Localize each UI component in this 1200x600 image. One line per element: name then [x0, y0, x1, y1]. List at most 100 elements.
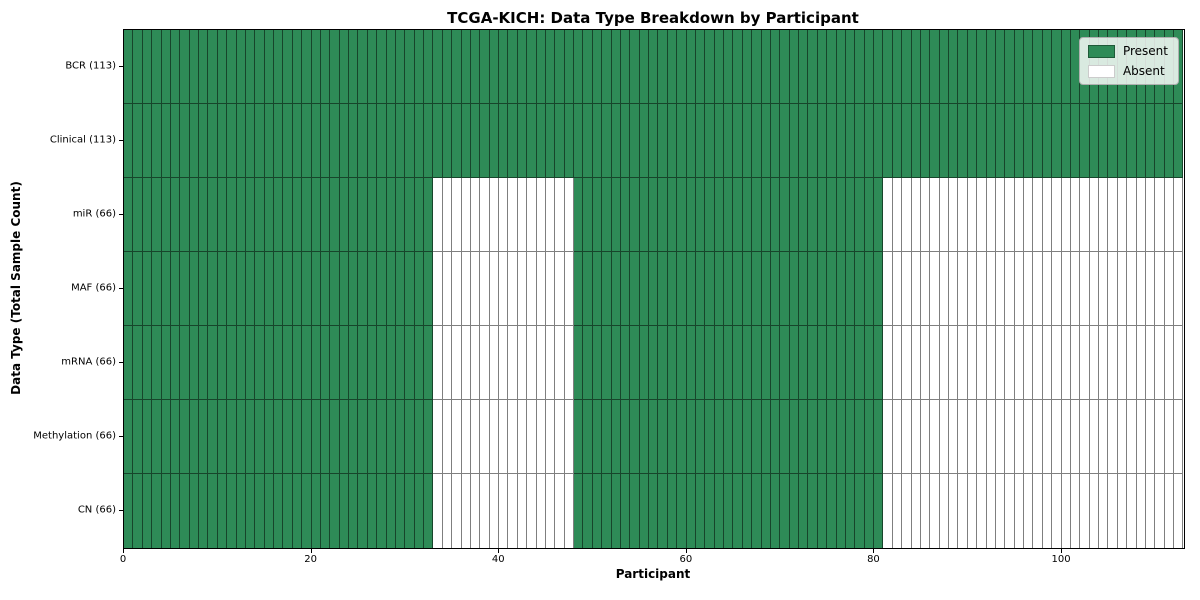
cell — [817, 252, 828, 326]
cell — [330, 326, 340, 400]
cell — [677, 474, 687, 548]
cell — [714, 400, 724, 474]
cell — [1052, 400, 1062, 474]
cell — [986, 400, 996, 474]
cell — [452, 474, 462, 548]
cell — [611, 178, 621, 252]
cell — [339, 30, 349, 104]
cell — [208, 474, 218, 548]
cell — [780, 474, 790, 548]
cell — [517, 178, 528, 252]
cell — [902, 178, 912, 252]
cell — [620, 252, 631, 326]
cell — [1099, 178, 1109, 252]
cell — [245, 474, 256, 548]
cell — [508, 474, 518, 548]
cell — [227, 252, 237, 326]
cell — [461, 400, 471, 474]
cell — [470, 474, 481, 548]
cell — [958, 104, 968, 178]
cell — [433, 30, 443, 104]
xtick-mark — [498, 549, 499, 553]
cell — [461, 474, 471, 548]
ytick-mark — [119, 214, 123, 215]
cell — [611, 252, 621, 326]
cell — [911, 104, 921, 178]
cell — [311, 178, 321, 252]
cell — [808, 474, 818, 548]
cell — [414, 326, 424, 400]
cell — [920, 326, 931, 400]
cell — [386, 326, 396, 400]
cell — [1164, 104, 1174, 178]
cell — [1061, 178, 1071, 252]
cell — [564, 178, 574, 252]
cell — [142, 252, 153, 326]
cell — [1042, 30, 1053, 104]
cell — [864, 30, 874, 104]
cell — [799, 400, 809, 474]
cell — [1127, 326, 1137, 400]
cell — [639, 178, 649, 252]
cell — [1024, 326, 1034, 400]
cell — [592, 178, 603, 252]
cell — [667, 252, 678, 326]
cell — [320, 400, 331, 474]
cell — [536, 178, 546, 252]
cell — [283, 400, 293, 474]
cell — [367, 326, 378, 400]
cell — [1070, 178, 1081, 252]
cell — [227, 474, 237, 548]
heatmap-grid — [124, 30, 1184, 548]
ytick-label-Methylation: Methylation (66) — [33, 430, 116, 442]
cell — [517, 474, 528, 548]
cell — [377, 252, 387, 326]
cell — [1061, 252, 1071, 326]
cell — [911, 326, 921, 400]
cell — [283, 326, 293, 400]
cell — [349, 30, 359, 104]
cell — [349, 326, 359, 400]
cell — [1164, 400, 1174, 474]
cell — [883, 326, 893, 400]
cell — [780, 252, 790, 326]
cell — [874, 252, 884, 326]
cell — [799, 326, 809, 400]
cell — [170, 178, 181, 252]
cell — [311, 104, 321, 178]
cell — [995, 252, 1006, 326]
cell — [245, 30, 256, 104]
cell — [536, 400, 546, 474]
cell — [1145, 178, 1156, 252]
cell — [658, 252, 668, 326]
cell — [1005, 178, 1015, 252]
cell — [330, 474, 340, 548]
ytick-mark — [119, 436, 123, 437]
cell — [658, 104, 668, 178]
cell — [733, 326, 743, 400]
cell — [199, 104, 209, 178]
cell — [967, 30, 978, 104]
cell — [902, 326, 912, 400]
absent-swatch-icon — [1087, 64, 1115, 78]
cell — [1155, 252, 1165, 326]
cell — [236, 30, 246, 104]
cell — [930, 326, 940, 400]
cell — [405, 30, 415, 104]
cell — [545, 30, 556, 104]
cell — [695, 104, 706, 178]
cell — [527, 30, 537, 104]
cell — [892, 104, 903, 178]
cell — [442, 326, 453, 400]
cell — [1145, 326, 1156, 400]
cell — [714, 252, 724, 326]
ytick-mark — [119, 510, 123, 511]
cell — [574, 104, 584, 178]
cell — [564, 400, 574, 474]
cell — [227, 178, 237, 252]
cell — [902, 30, 912, 104]
cell — [564, 104, 574, 178]
cell — [883, 252, 893, 326]
cell — [1024, 178, 1034, 252]
ytick-label-Clinical: Clinical (113) — [49, 134, 116, 146]
